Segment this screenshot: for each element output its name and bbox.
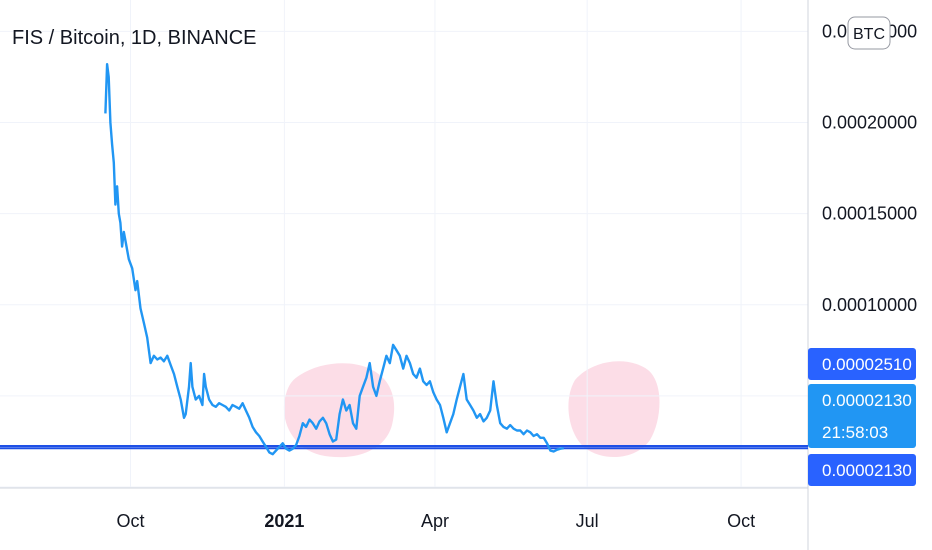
price-tag-label: 0.00002130 [822,391,912,410]
x-tick-label: Oct [727,511,755,531]
highlight-circle-left [283,363,395,458]
y-tick-label: 0.00010000 [822,295,917,315]
highlight-circle-right [568,361,660,458]
x-tick-label: Apr [421,511,449,531]
chart-title: FIS / Bitcoin, 1D, BINANCE [12,27,257,49]
currency-button-frame[interactable] [847,16,891,50]
price-tag-bg [808,348,916,380]
currency-button[interactable]: BTC [847,16,891,50]
horizontal-lines[interactable] [0,445,808,450]
gridlines [0,0,808,488]
price-tag-label: 0.00002510 [822,355,912,374]
y-tick-label: 0.00020000 [822,113,917,133]
price-tags: 0.00002510 0.00002130 21:58:03 0.00002130 [808,348,916,486]
x-tick-label: Oct [116,511,144,531]
time-axis-labels: Oct 2021 Apr Jul Oct [116,511,755,531]
price-series-line [104,63,564,456]
price-tag-label: 0.00002130 [822,461,912,480]
x-tick-label: 2021 [264,511,304,531]
x-tick-label: Jul [576,511,599,531]
y-tick-label: 0.00015000 [822,204,917,224]
highlight-marks [283,361,660,458]
price-tag-bg [808,384,916,448]
currency-button-label[interactable]: BTC [853,26,885,43]
price-tag-bg [808,454,916,486]
bar-countdown: 21:58:03 [822,423,888,442]
